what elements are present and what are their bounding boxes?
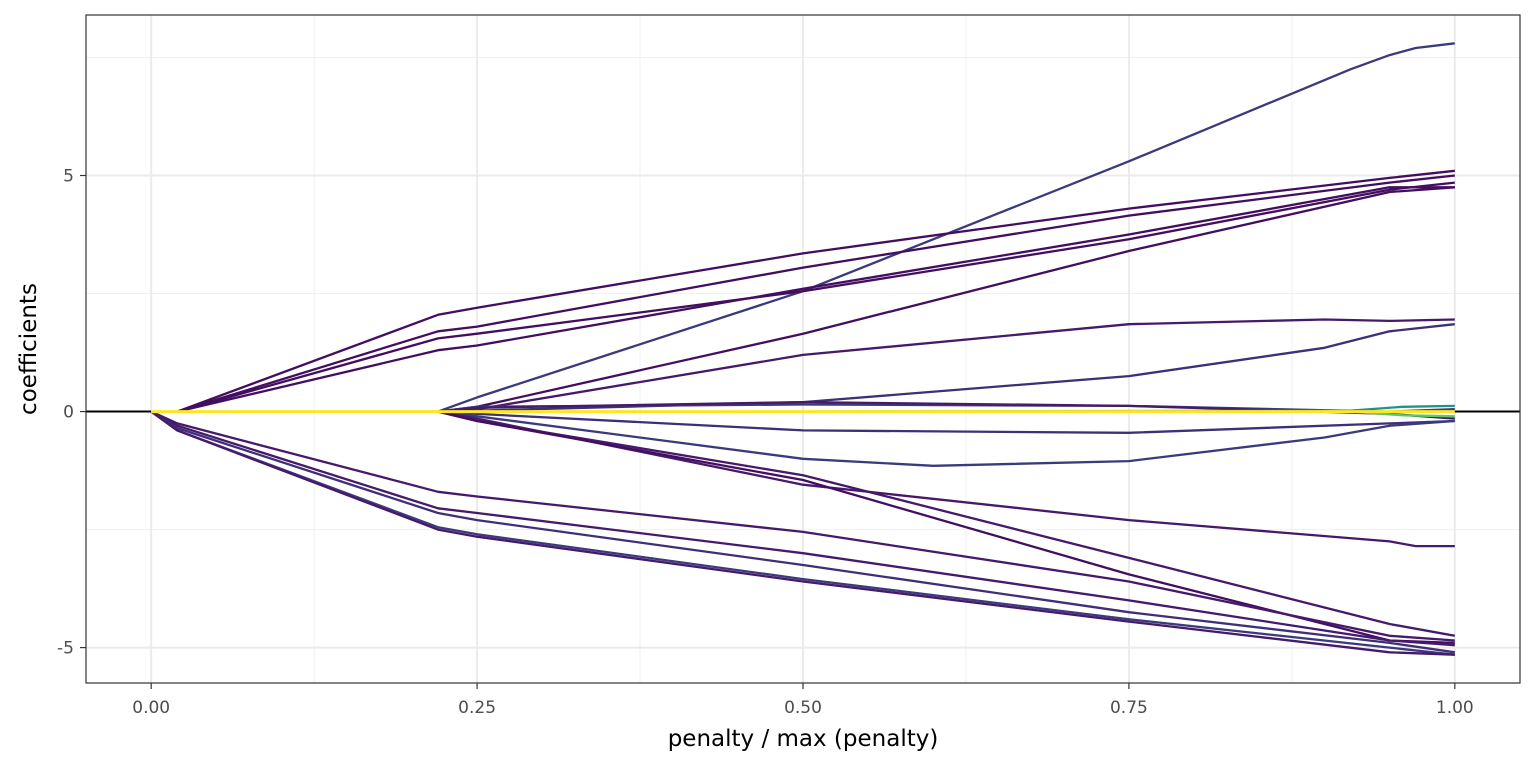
x-tick-label: 0.00 <box>132 698 170 718</box>
series-line-5 <box>151 186 1455 413</box>
x-tick-label: 0.25 <box>458 698 496 718</box>
x-tick-label: 0.75 <box>1110 698 1148 718</box>
y-tick-label: 0 <box>63 403 74 423</box>
x-axis-ticks: 0.00 0.25 0.50 0.75 1.00 <box>132 683 1474 718</box>
series-line-2 <box>151 169 1455 413</box>
y-tick-label: 5 <box>63 167 74 187</box>
series-lines <box>150 42 1456 656</box>
x-tick-label: 0.50 <box>784 698 822 718</box>
x-tick-label: 1.00 <box>1436 698 1474 718</box>
series-line-4 <box>151 181 1455 413</box>
series-line-16 <box>150 410 1455 642</box>
grid-lines <box>86 15 1520 683</box>
x-axis-title: penalty / max (penalty) <box>668 726 939 752</box>
y-axis-ticks: -5 0 5 <box>57 167 86 659</box>
series-line-18 <box>150 410 1455 654</box>
y-tick-label: -5 <box>57 639 74 659</box>
y-axis-title: coefficients <box>16 283 42 415</box>
series-line-20 <box>150 410 1455 656</box>
series-line-17 <box>150 410 1455 647</box>
